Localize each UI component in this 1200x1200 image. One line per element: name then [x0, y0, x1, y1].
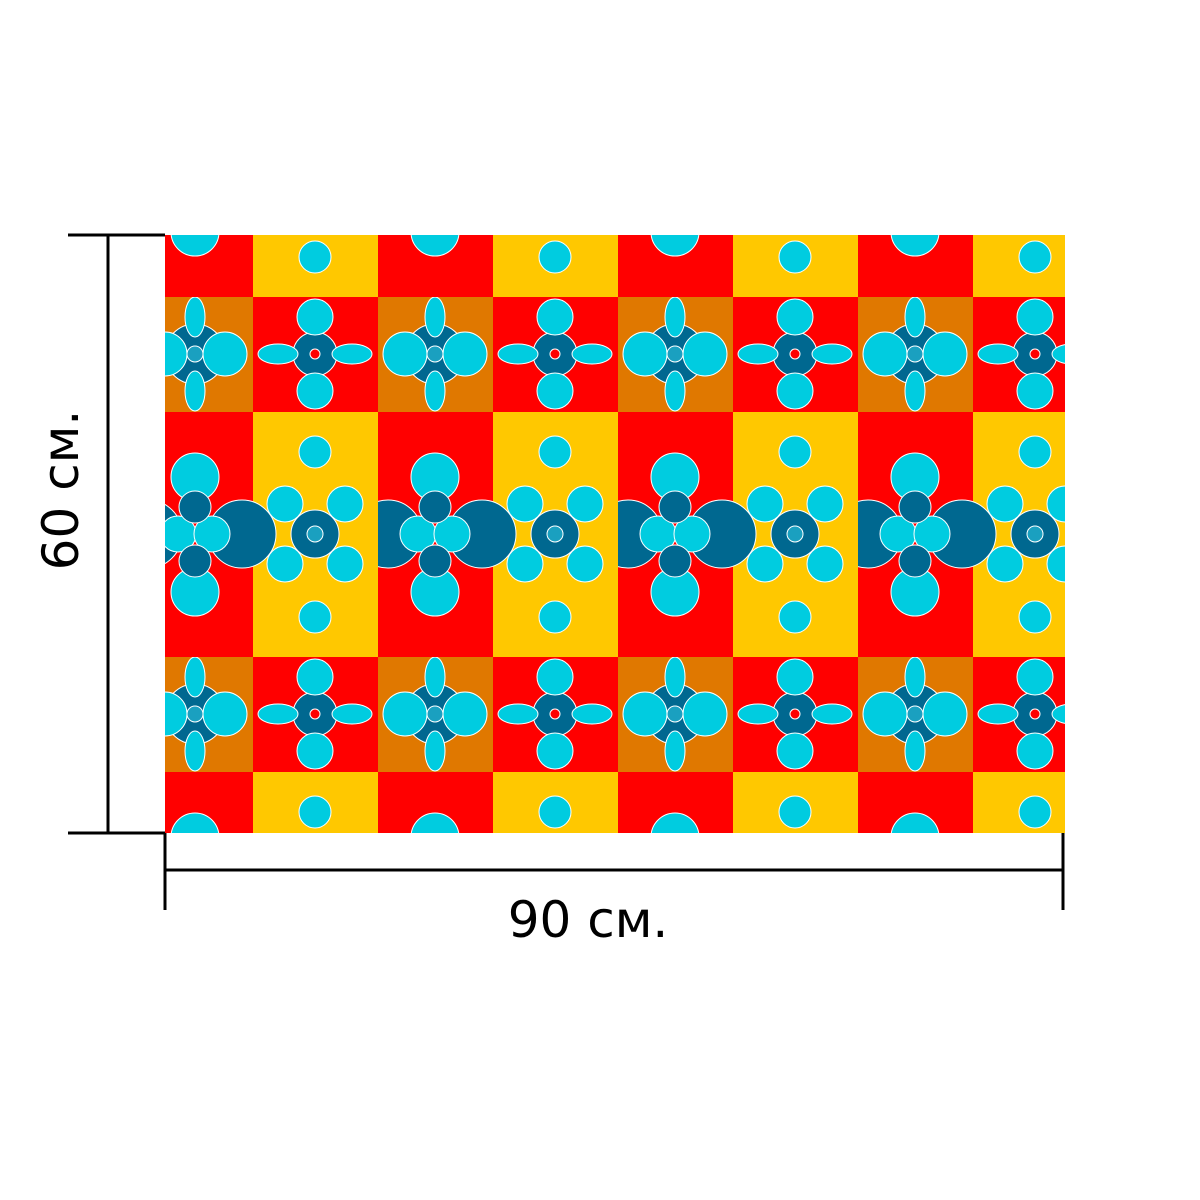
pattern-fabric [165, 235, 1065, 833]
dimension-lines [68, 233, 1065, 910]
width-label: 90 см. [508, 891, 669, 949]
height-label: 60 см. [32, 410, 90, 571]
